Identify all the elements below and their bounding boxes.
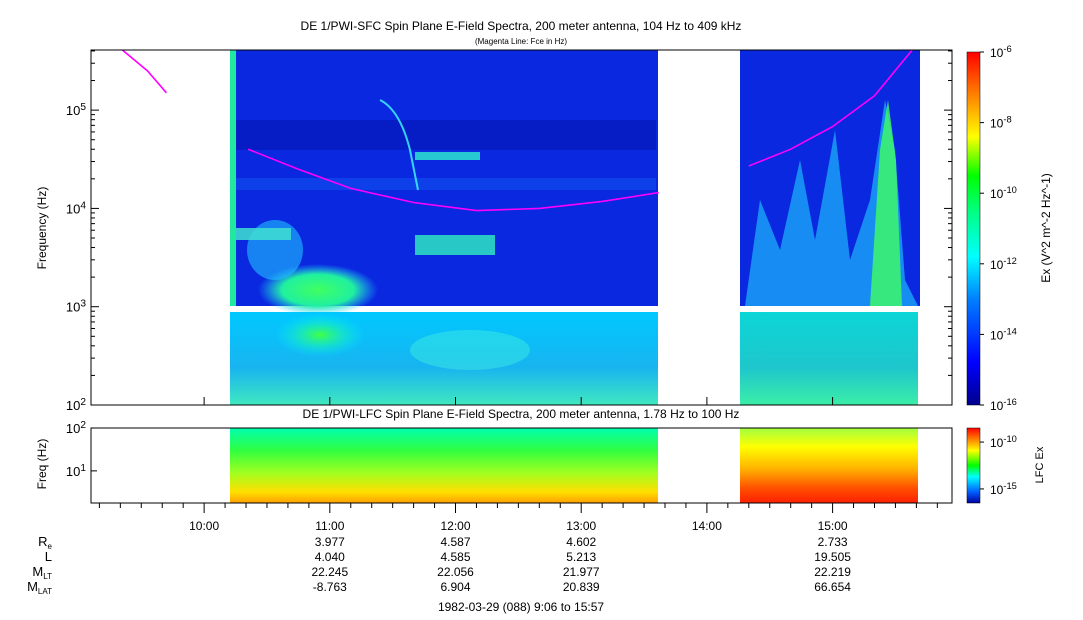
lfc-block-2 <box>740 428 918 503</box>
sfc-ytick-label: 103 <box>66 299 86 315</box>
sfc-colorbar-tick-label: 10-12 <box>990 256 1017 272</box>
sfc-colorbar-tick-label: 10-10 <box>990 185 1017 201</box>
lfc-plot-frame <box>90 427 953 504</box>
lfc-colorbar-tick-label: 10-10 <box>990 434 1017 450</box>
ephemeris-value: 5.213 <box>566 550 596 564</box>
fce-line <box>247 148 659 212</box>
lfc-ytick-label: 102 <box>66 420 86 436</box>
ephemeris-value: 66.654 <box>814 580 851 594</box>
time-axis: 10:00 11:00 12:00 13:00 14:00 15:00 <box>98 397 938 533</box>
sfc-dark-band <box>236 120 656 150</box>
lfc-ylabel: Freq (Hz) <box>35 439 49 490</box>
time-tick-label: 14:00 <box>692 519 722 533</box>
ephemeris-value: 4.585 <box>440 550 470 564</box>
time-tick-label: 13:00 <box>566 519 596 533</box>
sfc-fce-lines <box>121 50 913 212</box>
ephemeris-value: 19.505 <box>814 550 851 564</box>
sfc-blob-4 <box>410 330 530 370</box>
sfc-band-2 <box>415 235 495 255</box>
sfc-blob-1 <box>258 264 378 316</box>
ephemeris-table: Re 3.977 4.587 4.602 2.733 L 4.040 4.585 5.213 19… <box>27 534 851 596</box>
sfc-colorbar-tick-label: 10-8 <box>990 115 1012 131</box>
sfc-colorbar-tick-label: 10-16 <box>990 397 1017 413</box>
date-label: 1982-03-29 (088) 9:06 to 15:57 <box>438 600 604 614</box>
sfc-burst-2 <box>870 100 902 306</box>
ephemeris-value: 4.040 <box>315 550 345 564</box>
ephemeris-value: 4.587 <box>440 535 470 549</box>
time-tick-label: 15:00 <box>818 519 848 533</box>
sfc-band-1 <box>236 228 291 240</box>
sfc-band-4 <box>236 178 656 190</box>
ephemeris-value: -8.763 <box>313 580 347 594</box>
lfc-title: DE 1/PWI-LFC Spin Plane E-Field Spectra,… <box>303 407 740 421</box>
sfc-block-2-low-overlay <box>740 312 918 405</box>
sfc-ytick-label: 102 <box>66 397 86 413</box>
lfc-block-1 <box>230 428 658 503</box>
fce-line <box>121 50 168 94</box>
fce-line <box>748 50 913 167</box>
lfc-yticks: 101 102 <box>66 420 97 479</box>
ephemeris-value: 20.839 <box>563 580 600 594</box>
ephemeris-value: 4.602 <box>566 535 596 549</box>
sfc-yticks: 102 103 104 105 <box>66 50 952 413</box>
sfc-colorbar-label: Ex (V^2 m^-2 Hz^-1) <box>1039 173 1053 283</box>
ephemeris-value: 6.904 <box>440 580 470 594</box>
sfc-plot-frame <box>90 49 953 406</box>
sfc-ylabel: Frequency (Hz) <box>35 187 49 270</box>
ephemeris-row-label: MLAT <box>27 579 52 596</box>
time-tick-label: 12:00 <box>440 519 470 533</box>
lfc-colorbar-ticks: 10-10 10-15 <box>980 434 1017 497</box>
sfc-streak <box>379 99 419 191</box>
lfc-ytick-label: 101 <box>66 463 86 479</box>
sfc-spectrogram <box>230 50 920 405</box>
time-tick-label: 10:00 <box>189 519 219 533</box>
time-tick-label: 11:00 <box>315 519 344 533</box>
lfc-colorbar <box>966 427 981 504</box>
sfc-ytick-label: 104 <box>66 200 86 216</box>
sfc-band-3 <box>415 152 480 160</box>
sfc-block-2-low <box>740 312 918 405</box>
sfc-title: DE 1/PWI-SFC Spin Plane E-Field Spectra,… <box>301 19 742 33</box>
ephemeris-value: 3.977 <box>315 535 345 549</box>
ephemeris-value: 22.056 <box>437 565 474 579</box>
ephemeris-row-label: Re <box>38 534 52 551</box>
sfc-block-1-edge <box>230 50 236 306</box>
ephemeris-value: 22.245 <box>311 565 348 579</box>
lfc-colorbar-label: LFC Ex <box>1034 446 1046 483</box>
sfc-ytick-label: 105 <box>66 102 86 118</box>
ephemeris-row-label: L <box>45 549 52 564</box>
ephemeris-value: 2.733 <box>818 535 848 549</box>
lfc-colorbar-tick-label: 10-15 <box>990 481 1017 497</box>
sfc-colorbar-tick-label: 10-6 <box>990 44 1012 60</box>
ephemeris-value: 22.219 <box>814 565 851 579</box>
sfc-colorbar-ticks: 10-6 10-8 10-10 10-12 10-14 10-16 <box>980 44 1017 413</box>
lfc-spectrogram <box>230 428 918 503</box>
ephemeris-value: 21.977 <box>563 565 600 579</box>
sfc-subtitle: (Magenta Line: Fce in Hz) <box>475 37 567 46</box>
ephemeris-row-label: MLT <box>32 564 52 581</box>
sfc-blob-3 <box>275 313 365 357</box>
sfc-colorbar-tick-label: 10-14 <box>990 326 1017 342</box>
sfc-colorbar <box>966 51 981 406</box>
